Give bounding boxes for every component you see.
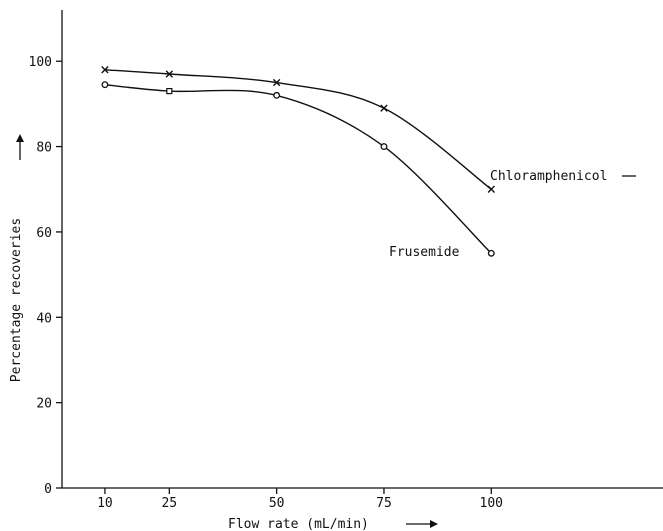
point-chloramphenicol-25 bbox=[165, 70, 174, 78]
point-frusemide-50 bbox=[273, 91, 281, 99]
y-tick-label-40: 40 bbox=[36, 311, 52, 326]
series-line-frusemide bbox=[104, 84, 492, 254]
y-tick-label-0: 0 bbox=[44, 482, 52, 497]
point-chloramphenicol-50 bbox=[272, 78, 281, 87]
axes bbox=[61, 10, 663, 489]
y-tick-label-100: 100 bbox=[29, 55, 52, 70]
point-chloramphenicol-10 bbox=[101, 66, 109, 74]
point-frusemide-25 bbox=[166, 87, 173, 95]
x-axis-arrow bbox=[406, 520, 438, 528]
y-tick-label-60: 60 bbox=[36, 226, 52, 241]
y-tick-label-80: 80 bbox=[36, 141, 52, 156]
point-chloramphenicol-75 bbox=[380, 104, 388, 112]
y-axis-arrow bbox=[16, 134, 24, 160]
series-label-frusemide: Frusemide bbox=[389, 245, 460, 260]
point-chloramphenicol-100 bbox=[487, 185, 495, 193]
y-axis-title: Percentage recoveries bbox=[9, 218, 24, 382]
x-axis-title: Flow rate (mL/min) bbox=[228, 517, 369, 531]
x-tick-label-75: 75 bbox=[376, 496, 392, 511]
point-frusemide-10 bbox=[101, 81, 109, 89]
ticks: 0 20 40 60 80 100 10 25 50 75 100 bbox=[29, 55, 504, 511]
x-tick-label-10: 10 bbox=[97, 496, 113, 511]
point-frusemide-75 bbox=[380, 143, 388, 151]
series-label-chloramphenicol: Chloramphenicol bbox=[490, 169, 607, 184]
markers bbox=[101, 66, 495, 257]
x-tick-label-50: 50 bbox=[269, 496, 285, 511]
x-tick-label-100: 100 bbox=[480, 496, 503, 511]
series-line-chloramphenicol bbox=[104, 69, 492, 190]
point-frusemide-100 bbox=[487, 249, 495, 257]
x-tick-label-25: 25 bbox=[161, 496, 177, 511]
curves bbox=[104, 69, 492, 254]
y-tick-label-20: 20 bbox=[36, 397, 52, 412]
